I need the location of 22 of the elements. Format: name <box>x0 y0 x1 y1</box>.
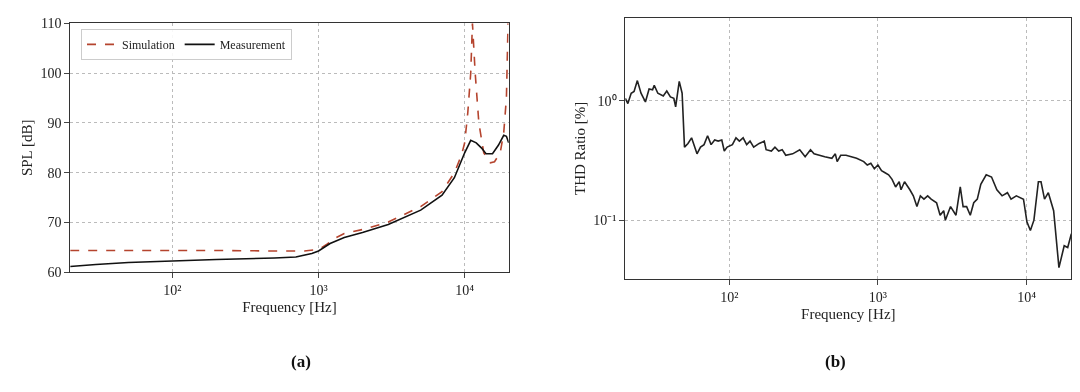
x-tick-label: 10⁴ <box>1017 289 1037 305</box>
x-tick-label: 10³ <box>309 283 328 299</box>
y-axis-title: SPL [dB] <box>18 119 35 177</box>
y-tick-label: 80 <box>47 165 62 181</box>
x-tick-label: 10² <box>720 289 739 305</box>
text: (a) <box>291 352 311 371</box>
y-tick-label: 60 <box>47 265 62 281</box>
y-axis-title: THD Ratio [%] <box>571 101 588 196</box>
x-axis-title: Frequency [Hz] <box>242 299 337 316</box>
x-tick-label: 10⁴ <box>455 283 475 299</box>
legend-label: Measurement <box>219 38 286 53</box>
legend-label: Simulation <box>122 38 175 53</box>
y-tick-label: 10⁰ <box>597 93 617 109</box>
x-axis-title: Frequency [Hz] <box>801 305 896 322</box>
y-tick-label: 10⁻¹ <box>593 213 617 229</box>
x-tick-label: 10³ <box>868 289 888 305</box>
y-tick-label: 110 <box>40 16 62 32</box>
x-tick-label: 10² <box>163 283 182 299</box>
y-tick-label: 70 <box>47 215 62 231</box>
y-tick-label: 100 <box>40 65 62 81</box>
y-tick-label: 90 <box>47 115 62 131</box>
text: (b) <box>825 352 846 371</box>
